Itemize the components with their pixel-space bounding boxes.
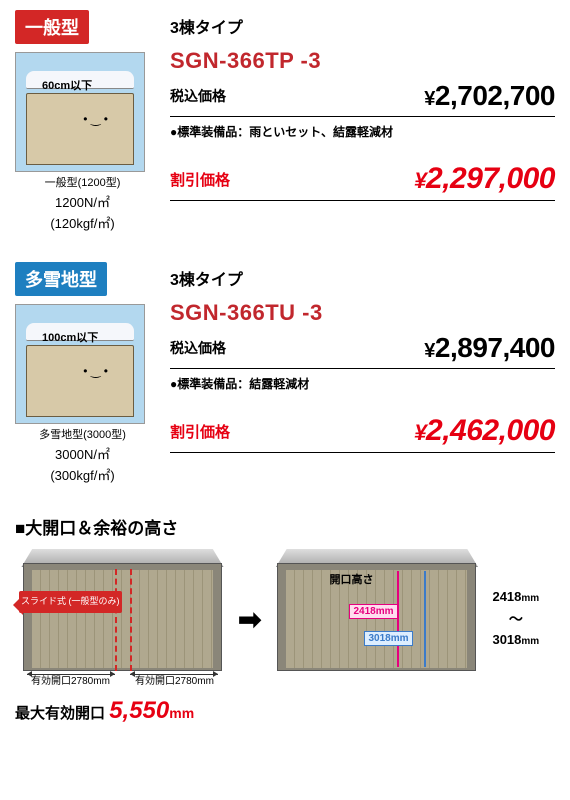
slide-badge: スライド式 (一般型のみ) <box>19 591 122 613</box>
garage-right-illust: 開口高さ 2418mm 3018mm <box>269 549 484 689</box>
shed-illust: 100cm以下 • ‿ • <box>15 304 145 424</box>
height-range: 2418mm 〜 3018mm <box>492 587 539 651</box>
max-opening: 最大有効開口 5,550mm <box>15 697 555 725</box>
equipment-note: ●標準装備品：結露軽減材 <box>170 375 555 392</box>
discount-label: 割引価格 <box>170 169 265 190</box>
arrow-icon: ➡ <box>238 603 261 636</box>
type-badge: 多雪地型 <box>15 262 107 296</box>
shed-illust: 60cm以下 • ‿ • <box>15 52 145 172</box>
dim-label-2: 有効開口2780mm <box>135 672 214 687</box>
height-blue-box: 3018mm <box>364 631 412 646</box>
discount-value: ¥2,462,000 <box>265 414 555 448</box>
dim-label-1: 有効開口2780mm <box>31 672 110 687</box>
spec-load: 1200N/㎡ <box>15 192 150 211</box>
discount-value: ¥2,297,000 <box>265 162 555 196</box>
spec-load: 3000N/㎡ <box>15 444 150 463</box>
model-number: SGN-366TP -3 <box>170 48 555 74</box>
product-block: 一般型 60cm以下 • ‿ • 一般型(1200型) 1200N/㎡ (120… <box>15 10 555 232</box>
type-badge: 一般型 <box>15 10 89 44</box>
discount-row: 割引価格 ¥2,462,000 <box>170 414 555 453</box>
illust-caption: 一般型(1200型) <box>15 174 150 190</box>
price-label: 税込価格 <box>170 86 265 106</box>
spec-load-kgf: (300kgf/㎡) <box>15 465 150 484</box>
price-value: ¥2,702,700 <box>265 80 555 112</box>
opening-height-label: 開口高さ <box>329 571 373 587</box>
model-number: SGN-366TU -3 <box>170 300 555 326</box>
illust-caption: 多雪地型(3000型) <box>15 426 150 442</box>
price-row: 税込価格 ¥2,897,400 <box>170 332 555 369</box>
spec-load-kgf: (120kgf/㎡) <box>15 213 150 232</box>
type-title: 3棟タイプ <box>170 266 555 290</box>
discount-row: 割引価格 ¥2,297,000 <box>170 162 555 201</box>
equipment-note: ●標準装備品：雨といセット、結露軽減材 <box>170 123 555 140</box>
price-row: 税込価格 ¥2,702,700 <box>170 80 555 117</box>
opening-section: スライド式 (一般型のみ) 有効開口2780mm 有効開口2780mm ➡ 開口… <box>15 549 555 689</box>
type-title: 3棟タイプ <box>170 14 555 38</box>
product-block: 多雪地型 100cm以下 • ‿ • 多雪地型(3000型) 3000N/㎡ (… <box>15 262 555 484</box>
snow-height-label: 100cm以下 <box>42 329 98 345</box>
price-label: 税込価格 <box>170 338 265 358</box>
discount-label: 割引価格 <box>170 421 265 442</box>
snow-height-label: 60cm以下 <box>42 77 92 93</box>
garage-left-illust: スライド式 (一般型のみ) 有効開口2780mm 有効開口2780mm <box>15 549 230 689</box>
price-value: ¥2,897,400 <box>265 332 555 364</box>
opening-section-title: ■大開口＆余裕の高さ <box>15 514 555 539</box>
height-red-box: 2418mm <box>349 604 397 619</box>
